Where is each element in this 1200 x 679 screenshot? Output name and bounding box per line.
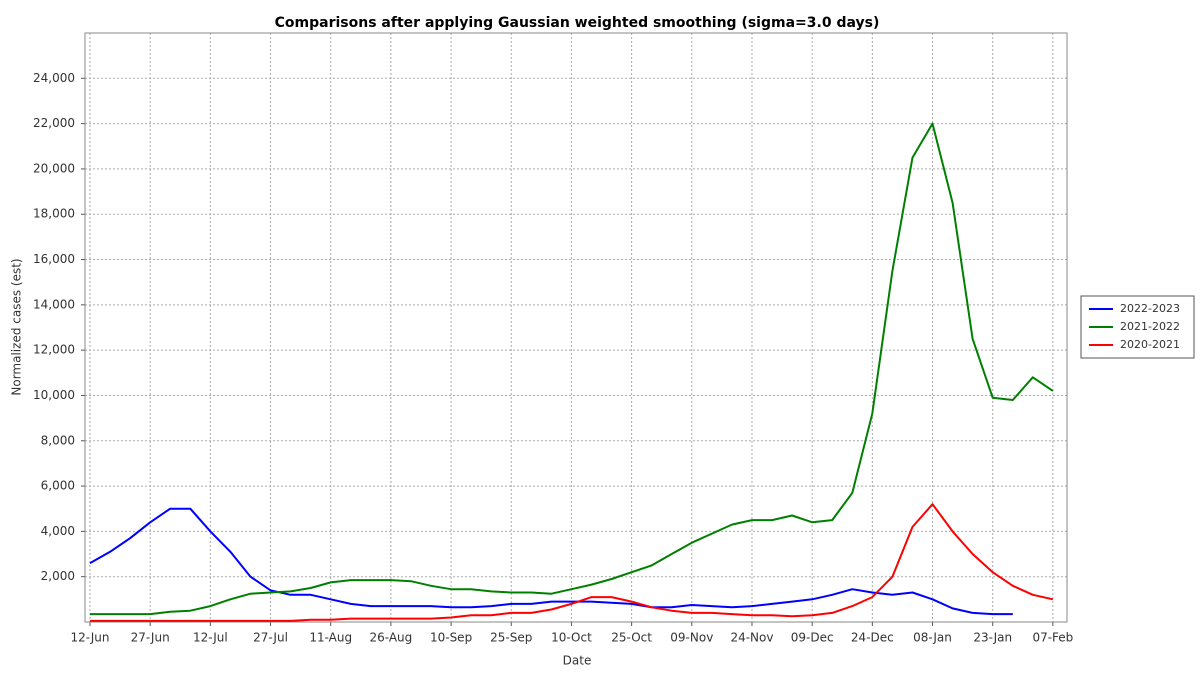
x-tick-label: 25-Sep — [490, 631, 532, 645]
series-line — [90, 122, 1054, 616]
series-line — [89, 507, 1013, 616]
y-tick-label: 12,000 — [33, 343, 75, 357]
x-tick-label: 10-Sep — [430, 631, 472, 645]
x-tick-label: 25-Oct — [611, 631, 652, 645]
x-tick-label: 09-Nov — [670, 631, 713, 645]
x-tick-label: 11-Aug — [309, 631, 352, 645]
x-tick-label: 09-Dec — [791, 631, 834, 645]
y-tick-label: 10,000 — [33, 388, 75, 402]
y-tick-label: 20,000 — [33, 161, 75, 175]
x-tick-label: 27-Jun — [131, 631, 170, 645]
x-tick-label: 24-Nov — [730, 631, 773, 645]
y-tick-label: 6,000 — [41, 479, 75, 493]
x-tick-label: 23-Jan — [973, 631, 1012, 645]
x-tick-label: 12-Jun — [70, 631, 109, 645]
y-axis-label: Normalized cases (est) — [10, 258, 24, 395]
y-tick-label: 16,000 — [33, 252, 75, 266]
y-tick-label: 14,000 — [33, 297, 75, 311]
series-line — [90, 503, 1054, 622]
x-tick-label: 07-Feb — [1032, 631, 1073, 645]
x-tick-label: 10-Oct — [551, 631, 592, 645]
plot-area — [85, 33, 1067, 622]
legend-label: 2022-2023 — [1120, 302, 1180, 315]
x-tick-label: 08-Jan — [913, 631, 952, 645]
x-tick-label: 12-Jul — [193, 631, 228, 645]
chart-title: Comparisons after applying Gaussian weig… — [275, 15, 880, 31]
x-tick-label: 26-Aug — [370, 631, 413, 645]
legend-label: 2021-2022 — [1120, 320, 1180, 333]
y-tick-label: 24,000 — [33, 71, 75, 85]
y-tick-label: 4,000 — [41, 524, 75, 538]
x-tick-label: 24-Dec — [851, 631, 894, 645]
y-tick-label: 2,000 — [41, 569, 75, 583]
y-tick-label: 22,000 — [33, 116, 75, 130]
x-axis-label: Date — [563, 654, 592, 668]
plot-border — [84, 32, 1068, 623]
legend-label: 2020-2021 — [1120, 338, 1180, 351]
x-tick-label: 27-Jul — [253, 631, 288, 645]
y-tick-label: 18,000 — [33, 207, 75, 221]
y-tick-label: 8,000 — [41, 433, 75, 447]
